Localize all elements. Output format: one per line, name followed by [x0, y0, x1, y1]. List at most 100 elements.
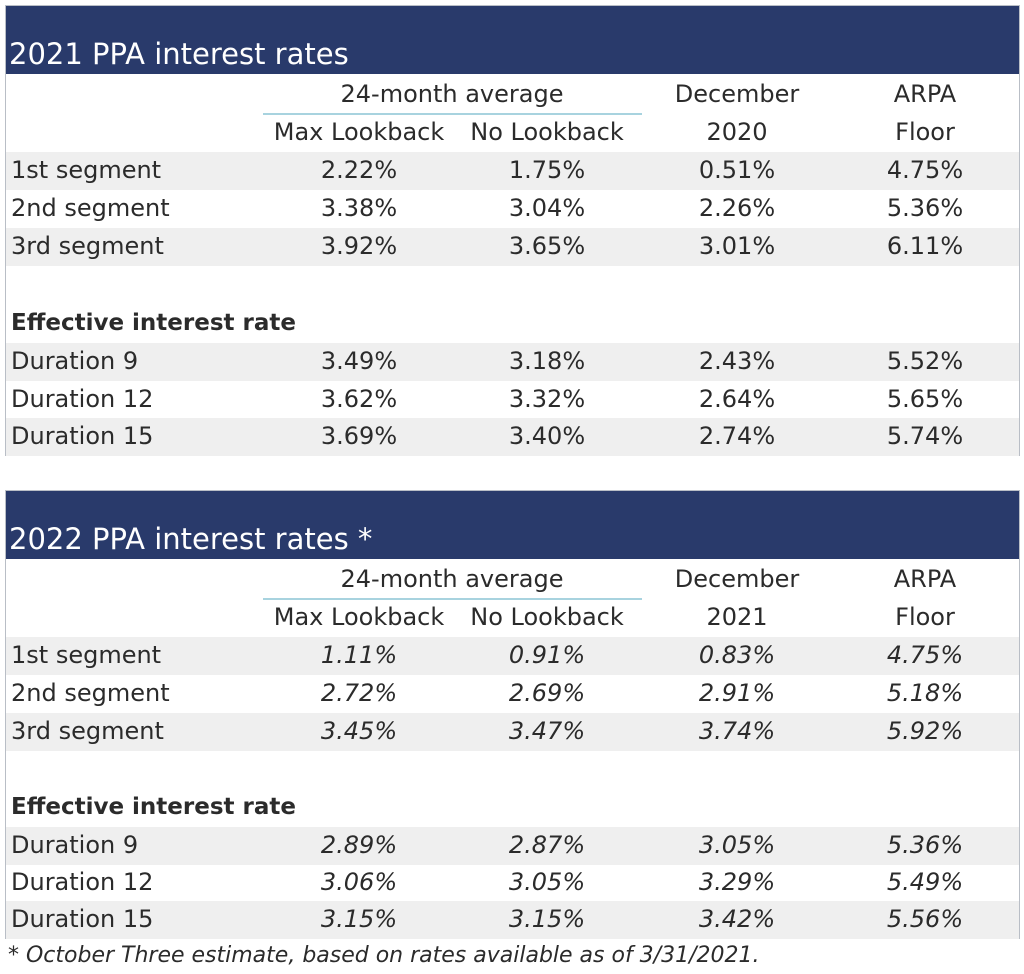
row-label: Duration 15	[11, 905, 154, 933]
december-value: 3.74%	[698, 717, 776, 745]
arpa-floor-value: 5.36%	[886, 831, 964, 859]
no-lookback-value: 1.75%	[508, 156, 586, 184]
no-lookback-value: 3.05%	[508, 868, 586, 896]
december-year-header: 2021	[706, 603, 768, 631]
ppa-2021-table: 2021 PPA interest rates 24-month average…	[5, 5, 1020, 456]
group-header: 24-month average	[340, 565, 564, 593]
no-lookback-value: 2.87%	[508, 831, 586, 859]
no-lookback-value: 3.47%	[508, 717, 586, 745]
arpa-floor-value: 5.65%	[886, 385, 964, 413]
arpa-floor-value: 5.36%	[886, 194, 964, 222]
title-bar: 2022 PPA interest rates *	[6, 491, 1019, 559]
table-row: Duration 15 3.69% 3.40% 2.74% 5.74%	[6, 418, 1019, 456]
no-lookback-value: 3.40%	[508, 422, 586, 450]
header-row-2: Max Lookback No Lookback 2020 Floor	[6, 114, 1019, 152]
row-label: Duration 9	[11, 347, 139, 375]
max-lookback-value: 2.22%	[320, 156, 398, 184]
table-title: 2021 PPA interest rates	[9, 37, 349, 71]
row-label: 2nd segment	[11, 194, 170, 222]
table-row: Duration 12 3.62% 3.32% 2.64% 5.65%	[6, 381, 1019, 419]
table-row: Duration 9 3.49% 3.18% 2.43% 5.52%	[6, 343, 1019, 381]
no-lookback-value: 3.18%	[508, 347, 586, 375]
december-header: December	[674, 80, 800, 108]
row-label: 3rd segment	[11, 717, 164, 745]
table-row: Duration 12 3.06% 3.05% 3.29% 5.49%	[6, 864, 1019, 902]
effective-rate-heading: Effective interest rate	[11, 794, 296, 820]
table-row: 1st segment 1.11% 0.91% 0.83% 4.75%	[6, 637, 1019, 675]
header-row-1: 24-month average December ARPA	[6, 561, 1019, 599]
max-lookback-value: 3.38%	[320, 194, 398, 222]
no-lookback-header: No Lookback	[470, 118, 624, 146]
row-label: Duration 12	[11, 385, 154, 413]
no-lookback-header: No Lookback	[470, 603, 624, 631]
december-year-header: 2020	[706, 118, 768, 146]
max-lookback-value: 3.15%	[320, 905, 398, 933]
section-heading-row: Effective interest rate	[6, 789, 1019, 827]
arpa-header: ARPA	[893, 80, 957, 108]
december-value: 2.91%	[698, 679, 776, 707]
arpa-header: ARPA	[893, 565, 957, 593]
row-label: Duration 15	[11, 422, 154, 450]
december-value: 3.01%	[698, 232, 776, 260]
max-lookback-value: 3.92%	[320, 232, 398, 260]
max-lookback-value: 3.45%	[320, 717, 398, 745]
no-lookback-value: 3.04%	[508, 194, 586, 222]
december-value: 3.29%	[698, 868, 776, 896]
table-title: 2022 PPA interest rates *	[9, 522, 373, 556]
table-row: Duration 15 3.15% 3.15% 3.42% 5.56%	[6, 901, 1019, 939]
header-row-1: 24-month average December ARPA	[6, 76, 1019, 114]
no-lookback-value: 2.69%	[508, 679, 586, 707]
december-header: December	[674, 565, 800, 593]
max-lookback-value: 3.06%	[320, 868, 398, 896]
max-lookback-value: 2.72%	[320, 679, 398, 707]
header-row-2: Max Lookback No Lookback 2021 Floor	[6, 599, 1019, 637]
arpa-floor-value: 6.11%	[886, 232, 964, 260]
header-rule	[263, 598, 642, 600]
arpa-floor-value: 5.18%	[886, 679, 964, 707]
table-row: 2nd segment 3.38% 3.04% 2.26% 5.36%	[6, 190, 1019, 228]
row-label: Duration 12	[11, 868, 154, 896]
arpa-floor-value: 5.74%	[886, 422, 964, 450]
table-row: Duration 9 2.89% 2.87% 3.05% 5.36%	[6, 827, 1019, 865]
table-row: 3rd segment 3.45% 3.47% 3.74% 5.92%	[6, 713, 1019, 751]
footnote: * October Three estimate, based on rates…	[8, 943, 760, 968]
row-label: Duration 9	[11, 831, 139, 859]
arpa-floor-header: Floor	[895, 603, 955, 631]
row-label: 1st segment	[11, 156, 162, 184]
max-lookback-value: 1.11%	[320, 641, 398, 669]
december-value: 2.43%	[698, 347, 776, 375]
header-rule	[263, 113, 642, 115]
arpa-floor-header: Floor	[895, 118, 955, 146]
no-lookback-value: 0.91%	[508, 641, 586, 669]
december-value: 0.83%	[698, 641, 776, 669]
arpa-floor-value: 4.75%	[886, 156, 964, 184]
effective-rate-heading: Effective interest rate	[11, 310, 296, 336]
december-value: 2.74%	[698, 422, 776, 450]
row-label: 2nd segment	[11, 679, 170, 707]
max-lookback-header: Max Lookback	[273, 118, 445, 146]
title-bar: 2021 PPA interest rates	[6, 6, 1019, 74]
max-lookback-value: 2.89%	[320, 831, 398, 859]
december-value: 2.26%	[698, 194, 776, 222]
december-value: 2.64%	[698, 385, 776, 413]
max-lookback-header: Max Lookback	[273, 603, 445, 631]
table-row: 3rd segment 3.92% 3.65% 3.01% 6.11%	[6, 228, 1019, 266]
ppa-2022-table: 2022 PPA interest rates * 24-month avera…	[5, 490, 1020, 939]
december-value: 3.42%	[698, 905, 776, 933]
december-value: 0.51%	[698, 156, 776, 184]
arpa-floor-value: 5.92%	[886, 717, 964, 745]
max-lookback-value: 3.62%	[320, 385, 398, 413]
arpa-floor-value: 5.56%	[886, 905, 964, 933]
no-lookback-value: 3.32%	[508, 385, 586, 413]
december-value: 3.05%	[698, 831, 776, 859]
no-lookback-value: 3.15%	[508, 905, 586, 933]
group-header: 24-month average	[340, 80, 564, 108]
arpa-floor-value: 5.52%	[886, 347, 964, 375]
row-label: 3rd segment	[11, 232, 164, 260]
arpa-floor-value: 4.75%	[886, 641, 964, 669]
max-lookback-value: 3.49%	[320, 347, 398, 375]
section-heading-row: Effective interest rate	[6, 305, 1019, 343]
table-row: 2nd segment 2.72% 2.69% 2.91% 5.18%	[6, 675, 1019, 713]
no-lookback-value: 3.65%	[508, 232, 586, 260]
arpa-floor-value: 5.49%	[886, 868, 964, 896]
